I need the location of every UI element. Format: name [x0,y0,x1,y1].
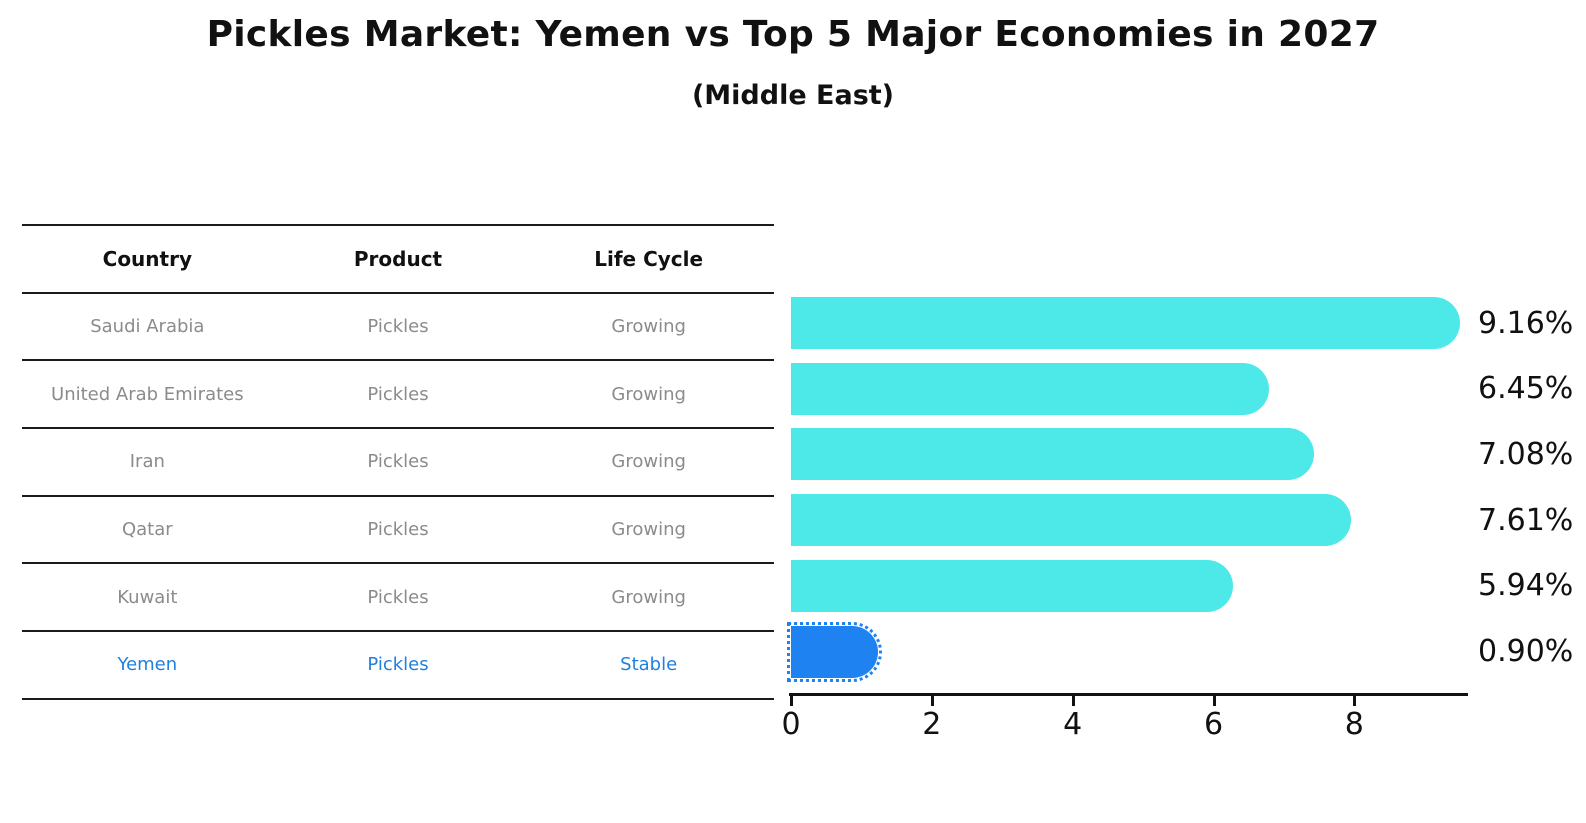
bar-row: 0.90% [786,621,1586,682]
table-header-life-cycle: Life Cycle [594,246,704,271]
table-cell-life-cycle: Growing [611,519,686,541]
bar-saudi-arabia [791,297,1461,349]
table-cell-product: Pickles [367,586,429,608]
x-axis-tick [930,696,934,706]
table-cell-product: Pickles [367,316,429,338]
table-cell-life-cycle: Growing [611,316,686,338]
bar-kuwait [791,559,1234,612]
bar-value-label: 6.45% [1478,371,1574,407]
x-axis-tick [1353,696,1357,706]
bar-iran [791,428,1314,481]
bar-row: 7.61% [791,494,1586,547]
table-cell-life-cycle: Stable [620,654,678,676]
page-subtitle: (Middle East) [691,80,895,111]
table-cell-country: Kuwait [117,586,178,608]
table-cell-product: Pickles [367,451,429,473]
table-row-yemen: Yemen Pickles Stable [22,630,774,698]
table-cell-life-cycle: Growing [611,586,686,608]
bar-united-arab-emirates [791,362,1270,415]
table-header-country: Country [102,246,192,271]
x-axis-tick-label: 4 [1063,707,1083,742]
page-title: Pickles Market: Yemen vs Top 5 Major Eco… [206,14,1380,55]
table-row: United Arab Emirates Pickles Growing [22,359,774,427]
bar-value-label: 7.08% [1478,436,1574,472]
country-table: Country Product Life Cycle Saudi Arabia … [22,224,774,700]
bar-row: 5.94% [791,559,1586,612]
table-cell-product: Pickles [367,519,429,541]
bar-value-label: 5.94% [1478,568,1574,604]
table-header-product: Product [353,246,443,271]
table-row: Qatar Pickles Growing [22,494,774,563]
x-axis-tick-label: 6 [1203,707,1224,742]
table-cell-country: Iran [129,451,165,473]
x-axis-tick [1212,696,1216,706]
bar-value-label: 7.61% [1478,502,1574,538]
table-cell-product: Pickles [367,383,429,405]
table-cell-country: Saudi Arabia [90,316,205,338]
x-axis-tick-label: 8 [1344,707,1364,742]
table-row: Saudi Arabia Pickles Growing [22,291,774,360]
table-cell-country: United Arab Emirates [51,383,244,405]
bar-row: 6.45% [791,362,1586,415]
x-axis-tick-label: 0 [781,707,801,742]
table-cell-life-cycle: Growing [611,383,686,405]
table-cell-life-cycle: Growing [611,451,686,473]
x-axis-tick [790,696,793,706]
x-axis-tick-label: 2 [922,707,942,742]
bar-row: 7.08% [791,428,1586,481]
table-cell-product: Pickles [367,654,429,676]
table-row: Kuwait Pickles Growing [22,562,774,630]
bar-value-label: 9.16% [1478,305,1574,341]
table-row: Iran Pickles Growing [22,427,774,495]
bar-yemen-highlighted [786,621,883,682]
bar-row: 9.16% [791,297,1586,349]
bar-qatar [791,494,1351,547]
bar-value-label: 0.90% [1478,634,1574,669]
x-axis-line [789,693,1468,696]
table-header-row: Country Product Life Cycle [22,224,774,292]
x-axis-tick [1071,696,1075,706]
table-cell-country: Yemen [117,654,178,676]
table-cell-country: Qatar [121,519,173,541]
